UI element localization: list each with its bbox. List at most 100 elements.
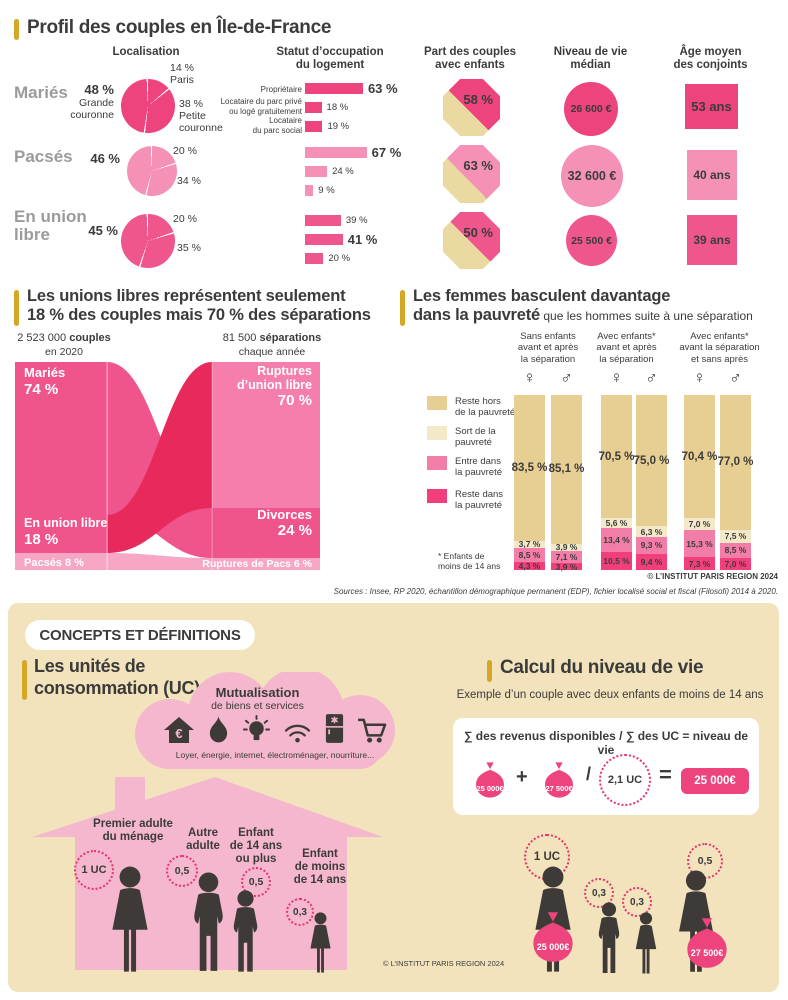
pie-label-grande-couronne: 48 % Grande couronne [30,82,114,121]
bar [305,166,328,177]
member-label-4: Enfant de moins de 14 ans [293,848,347,887]
segment-entre: 15,3 % [684,530,715,558]
family-bag-2: 27 500€ [690,948,724,958]
bar-row: 41 % [305,232,377,247]
column-header-enfants: Part des couples avec enfants [423,46,517,72]
housing-category-locataire-prive: Locataire du parc privé ou logé gratuite… [220,97,302,116]
pie-top-sub: Paris [170,73,194,86]
bar-value: 39 % [345,215,368,226]
sankey-label-ruptures-union: Ruptures d’union libre [237,364,312,393]
housing-category-proprietaire: Propriétaire [260,85,302,94]
cart-icon [357,717,388,744]
sankey-chart [15,362,320,570]
wifi-icon [283,721,312,744]
legend-swatch [427,456,447,470]
child-figure [306,912,335,975]
column-header-niveau-vie: Niveau de vie médian [553,46,628,72]
bar-value: 9 % [318,185,335,196]
segment-entre: 13,4 % [601,528,632,552]
male-icon: ♂ [729,368,742,387]
pie-localisation-union-libre [121,214,175,268]
pie-label: 34 % [177,175,201,187]
poverty-bar-f3: 70,4 % 7,0 % 15,3 % 7,3 % [682,395,717,570]
segment-reste-dans: 7,0 % [720,557,751,570]
flame-icon [207,715,230,744]
poverty-group-2: Avec enfants* avant et après la séparati… [596,331,657,365]
pie-right-sub: Petite couronne [179,109,223,134]
bar-row: 9 % [305,185,401,196]
sources: Sources : Insee, RP 2020, échantillon dé… [333,587,778,596]
children-share-union-libre: 50 % [443,212,500,269]
money-bag-icon [537,756,581,804]
accent-bar [14,19,19,40]
pie-label-paris: 14 % Paris [170,62,194,87]
separations-total-value: 81 500 [222,332,260,344]
age-pacses: 40 ans [687,150,737,200]
calc-subtitle: Exemple d’un couple avec deux enfants de… [456,689,764,701]
female-icon: ♀ [523,368,536,387]
segment-sort: 6,3 % [636,526,667,538]
bar-row: 19 % [305,121,398,132]
lightbulb-icon [242,715,271,744]
separations-title: Les unions libres représentent seulement… [27,287,371,325]
couples-total-word: couples [69,332,111,344]
uc-badge-3: 0,5 [241,867,271,897]
calc-title: Calcul du niveau de vie [500,657,704,678]
bar [305,102,322,113]
divider [211,362,213,570]
segment-sort: 3,7 % [514,540,545,549]
couples-total: 2 523 000 couples en 2020 [0,332,128,359]
adult-2-figure [185,872,232,975]
income-union-libre: 25 500 € [566,215,617,266]
bar-value: 18 % [326,102,349,113]
sankey-value-maries: 74 % [24,381,59,398]
accent-bar [14,290,19,326]
segment-reste-hors: 85,1 % [549,395,584,544]
children-share-value: 63 % [463,158,493,173]
children-share-maries: 58 % [443,79,500,136]
pie-label: 20 % [173,145,197,157]
housing-bars-union-libre: 39 % 41 % 20 % [305,215,377,272]
pie-value: 46 % [90,151,120,166]
adult-1-figure [105,866,155,976]
bar [305,215,341,226]
segment-reste-dans: 4,3 % [514,562,545,570]
block-ruptures-union [212,362,320,508]
segment-entre: 9,3 % [636,537,667,554]
poverty-bar-m1: 85,1 % 3,9 % 7,1 % 3,9 % [549,395,584,571]
family-child-1 [592,902,626,976]
income-maries: 26 600 € [564,82,618,136]
bar-value: 67 % [371,145,402,160]
row-label-union-libre: En union libre [14,207,87,244]
member-label-3: Enfant de 14 ans ou plus [229,827,283,866]
sankey-value-divorces: 24 % [277,522,312,539]
block-divorces [212,508,320,558]
legend-label: Reste dans la pauvreté [455,489,504,512]
bar-row: 67 % [305,145,402,160]
income-pacses: 32 600 € [561,145,623,207]
bar [305,147,367,158]
legend-label: Entre dans la pauvreté [455,456,503,479]
housing-bars-maries: 63 % 18 % 19 % [305,81,398,140]
column-header-localisation: Localisation [112,46,180,58]
member-label-1: Premier adulte du ménage [93,818,173,844]
pie-localisation-maries [121,79,175,133]
accent-bar [400,290,405,326]
bar-value: 19 % [327,121,350,132]
poverty-group-1: Sans enfants avant et après la séparatio… [517,331,579,365]
bar-value: 63 % [367,81,398,96]
bar [305,185,314,196]
children-share-pacses: 63 % [443,145,500,203]
male-icon: ♂ [560,368,573,387]
segment-sort: 5,6 % [601,518,632,529]
family-uc-3: 0,3 [622,887,652,917]
accent-bar [487,660,492,682]
sankey-label-union: En union libre [24,516,108,530]
fridge-icon [324,713,345,744]
house-euro-icon [163,716,195,744]
segment-reste-dans: 7,3 % [684,557,715,570]
mutualisation-cloud [135,672,395,769]
pie-right-value: 38 % [179,98,203,110]
housing-category-locataire-social: Locataire du parc social [252,116,302,135]
